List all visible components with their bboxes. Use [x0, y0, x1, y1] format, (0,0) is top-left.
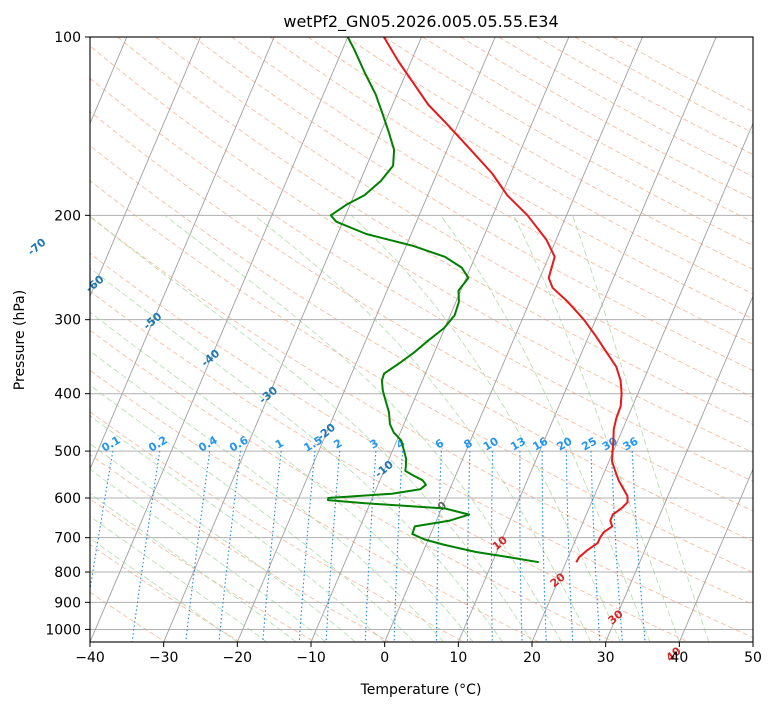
y-tick-label: 700	[54, 531, 81, 547]
x-tick-label: 50	[744, 650, 762, 666]
chart-title: wetPf2_GN05.2026.005.05.55.E34	[283, 12, 558, 32]
x-axis-label: Temperature (°C)	[360, 682, 482, 698]
y-tick-label: 400	[54, 387, 81, 403]
y-tick-label: 800	[54, 565, 81, 581]
y-tick-label: 100	[54, 30, 81, 46]
x-tick-label: −40	[75, 650, 105, 666]
y-tick-label: 900	[54, 595, 81, 611]
y-tick-label: 500	[54, 444, 81, 460]
x-tick-label: 30	[597, 650, 615, 666]
x-tick-label: −20	[223, 650, 253, 666]
x-tick-label: 0	[380, 650, 389, 666]
x-tick-label: −10	[296, 650, 326, 666]
y-tick-label: 1000	[45, 622, 81, 638]
y-tick-label: 600	[54, 491, 81, 507]
x-tick-label: 10	[449, 650, 467, 666]
y-tick-label: 200	[54, 208, 81, 224]
y-axis-label: Pressure (hPa)	[12, 290, 28, 390]
x-tick-label: −30	[149, 650, 179, 666]
x-tick-label: 40	[670, 650, 688, 666]
x-tick-label: 20	[523, 650, 541, 666]
y-tick-label: 300	[54, 313, 81, 329]
